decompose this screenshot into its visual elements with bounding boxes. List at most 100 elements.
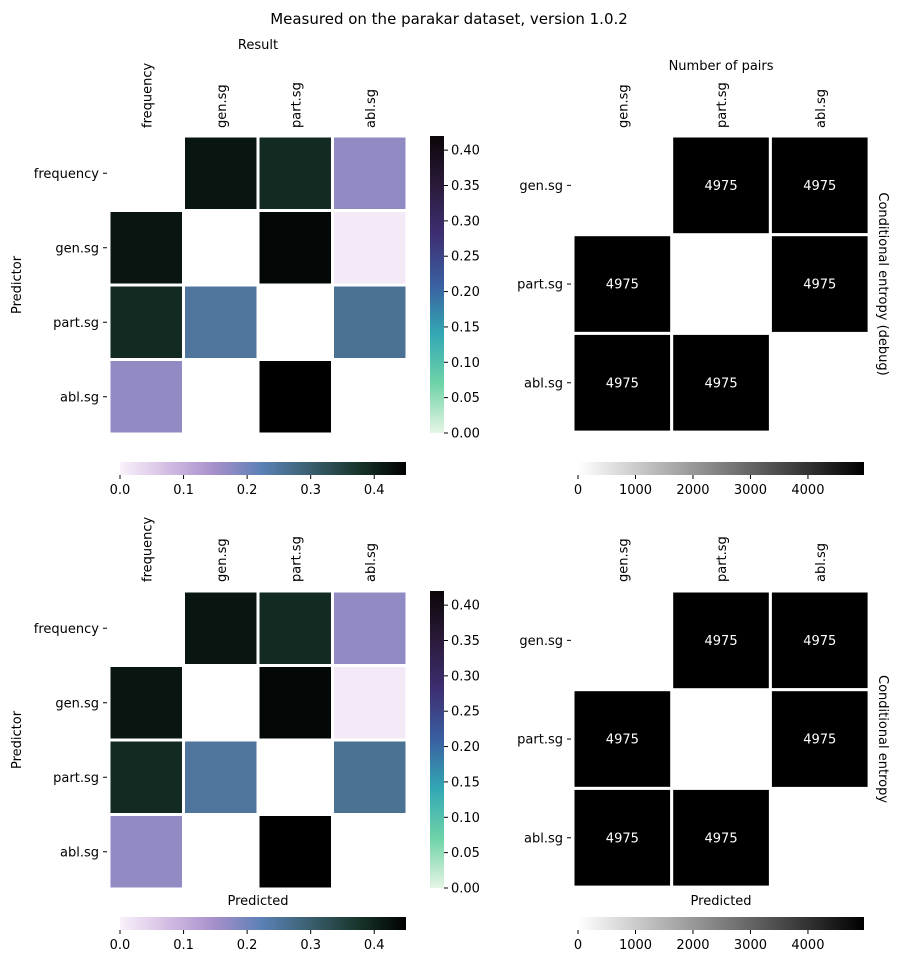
column-tick-label: abl.sg <box>364 89 379 128</box>
heatmap-cell <box>331 664 409 742</box>
heatmap-cell <box>768 233 871 335</box>
right-axis-label: Conditional entropy (debug) <box>875 192 890 375</box>
cell-annotation: 4975 <box>705 179 738 194</box>
colorbar-tick-label: 0.05 <box>451 391 480 406</box>
heatmap-cell <box>331 589 409 667</box>
colorbar-tick-label: 0.30 <box>451 669 480 684</box>
heatmap-cell <box>256 813 334 891</box>
x-axis-label: Predicted <box>227 894 288 909</box>
colorbar-tick-label: 0 <box>574 938 582 953</box>
colorbar-tick-label: 0.3 <box>300 483 321 498</box>
column-tick-label: abl.sg <box>814 543 829 582</box>
colorbar-tick-label: 1000 <box>619 483 652 498</box>
heatmap-cell <box>107 358 185 436</box>
y-axis-label: Predictor <box>10 710 25 769</box>
colorbar-horizontal <box>578 917 864 930</box>
colorbar-tick-label: 0.4 <box>364 938 385 953</box>
colorbar-tick-label: 4000 <box>791 483 824 498</box>
row-tick-label: abl.sg <box>524 831 563 846</box>
colorbar-tick-label: 0.0 <box>110 938 131 953</box>
cell-annotation: 4975 <box>705 634 738 649</box>
heatmap-panel-bottom-right: Predicted Conditional entropy 4975 4975 4975… <box>517 536 890 953</box>
colorbar-tick-label: 0.05 <box>451 846 480 861</box>
heatmap-cell <box>571 233 674 335</box>
column-tick-label: gen.sg <box>215 538 230 582</box>
heatmap-cell <box>107 664 185 742</box>
heatmap-cell <box>768 134 871 237</box>
colorbar-tick-label: 0 <box>574 483 582 498</box>
y-axis-label: Predictor <box>10 255 25 314</box>
row-tick-label: abl.sg <box>524 376 563 391</box>
colorbar-tick-label: 0.0 <box>110 483 131 498</box>
cell-annotation: 4975 <box>803 278 836 293</box>
cell-annotation: 4975 <box>705 376 738 391</box>
heatmap-panel-top-left: Result Predictor frequency gen.sg part.sg abl… <box>10 38 480 498</box>
colorbar-tick-label: 0.20 <box>451 740 480 755</box>
colorbar-tick-label: 0.1 <box>173 483 194 498</box>
column-tick-label: gen.sg <box>215 84 230 128</box>
cell-annotation: 4975 <box>606 733 639 748</box>
cell-annotation: 4975 <box>606 278 639 293</box>
heatmap-cell <box>331 134 409 212</box>
heatmap-cell <box>331 283 409 361</box>
colorbar-tick-label: 0.35 <box>451 634 480 649</box>
heatmap-cell <box>256 209 334 287</box>
cell-annotation: 4975 <box>803 179 836 194</box>
figure-title: Measured on the parakar dataset, version… <box>270 10 628 28</box>
heatmap-cell <box>256 134 334 212</box>
colorbar-tick-label: 0.40 <box>451 144 480 159</box>
colorbar-tick-label: 0.15 <box>451 320 480 335</box>
colorbar-tick-label: 4000 <box>791 938 824 953</box>
row-tick-label: gen.sg <box>55 241 99 256</box>
column-tick-label: part.sg <box>715 82 730 128</box>
colorbar-tick-label: 0.2 <box>237 938 258 953</box>
colorbar-tick-label: 3000 <box>734 938 767 953</box>
heatmap-cell <box>768 589 871 692</box>
column-tick-label: frequency <box>140 516 155 582</box>
heatmap-cell <box>256 664 334 742</box>
column-tick-label: gen.sg <box>616 538 631 582</box>
heatmap-cell <box>107 209 185 287</box>
heatmap-cell <box>182 134 260 212</box>
heatmap-cell <box>182 738 260 816</box>
heatmap-cell <box>670 589 772 692</box>
colorbar-tick-label: 0.10 <box>451 356 480 371</box>
row-tick-label: gen.sg <box>519 179 563 194</box>
column-tick-label: gen.sg <box>616 84 631 128</box>
colorbar-tick-label: 0.10 <box>451 811 480 826</box>
heatmap-cell <box>331 209 409 287</box>
cell-annotation: 4975 <box>606 831 639 846</box>
colorbar-tick-label: 2000 <box>676 938 709 953</box>
x-axis-label: Predicted <box>691 894 752 909</box>
colorbar-tick-label: 0.3 <box>300 938 321 953</box>
heatmap-cell <box>182 589 260 667</box>
row-tick-label: abl.sg <box>60 845 99 860</box>
row-tick-label: part.sg <box>53 771 99 786</box>
heatmap-panel-top-right: Number of pairs Conditional entropy (debu… <box>517 59 890 498</box>
heatmap-cell <box>571 786 674 889</box>
column-tick-label: part.sg <box>715 536 730 582</box>
row-tick-label: frequency <box>34 167 100 182</box>
heatmap-cell <box>256 358 334 436</box>
heatmap-cell <box>107 283 185 361</box>
heatmap-cell <box>182 283 260 361</box>
heatmap-cell <box>331 738 409 816</box>
row-tick-label: frequency <box>34 622 100 637</box>
colorbar-tick-label: 0.15 <box>451 775 480 790</box>
row-tick-label: part.sg <box>517 733 563 748</box>
row-tick-label: part.sg <box>53 316 99 331</box>
colorbar-tick-label: 0.00 <box>451 882 480 897</box>
heatmap-cell <box>256 589 334 667</box>
cell-annotation: 4975 <box>803 733 836 748</box>
heatmap-cell <box>670 331 772 434</box>
colorbar-tick-label: 0.40 <box>451 599 480 614</box>
row-tick-label: abl.sg <box>60 390 99 405</box>
panel-title: Number of pairs <box>669 59 774 74</box>
colorbar-vertical <box>430 136 444 433</box>
colorbar-tick-label: 0.25 <box>451 705 480 720</box>
colorbar-horizontal <box>578 462 864 475</box>
colorbar-tick-label: 0.1 <box>173 938 194 953</box>
colorbar-tick-label: 0.00 <box>451 427 480 442</box>
colorbar-tick-label: 1000 <box>619 938 652 953</box>
